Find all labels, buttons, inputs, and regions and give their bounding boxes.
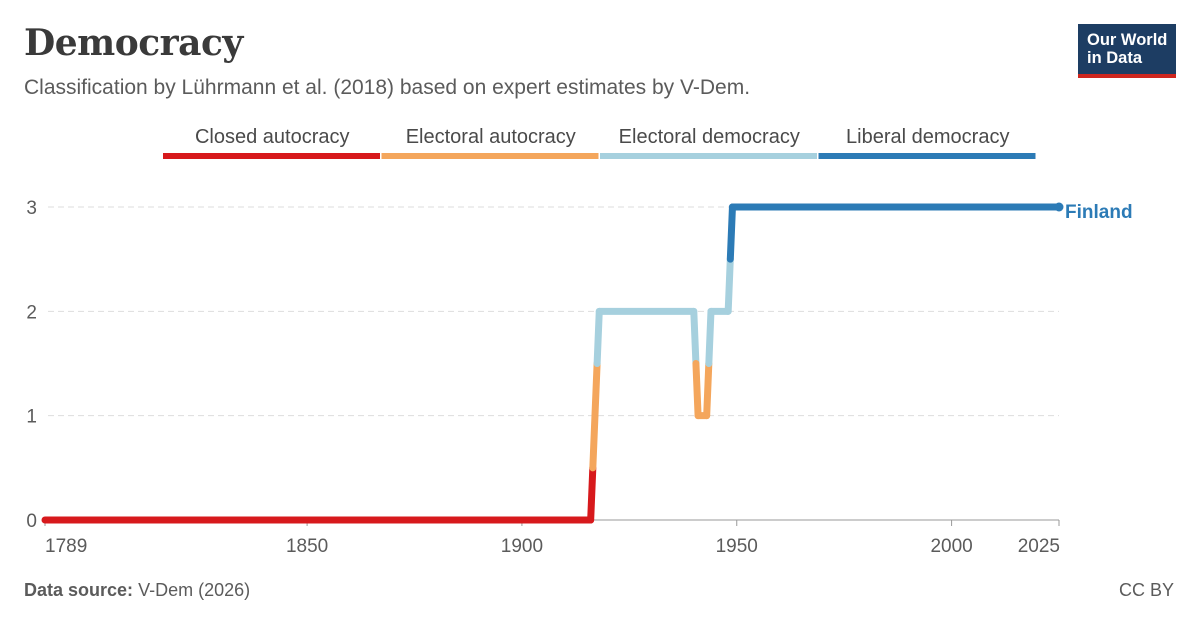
- legend-swatch: [600, 153, 817, 159]
- series-segment: [692, 360, 702, 420]
- legend-label: Electoral autocracy: [406, 126, 576, 148]
- series-segment: [724, 255, 734, 315]
- series-segment: [690, 307, 700, 367]
- x-tick-label: 1850: [286, 536, 328, 557]
- license[interactable]: CC BY: [1118, 580, 1174, 600]
- logo-line-2: in Data: [1087, 49, 1143, 67]
- series-segment: [593, 307, 603, 367]
- legend-label: Electoral democracy: [619, 126, 800, 148]
- x-tick-label: 1789: [45, 536, 87, 557]
- series-segment: [726, 203, 736, 263]
- series-segment: [705, 307, 715, 367]
- series-segment: [703, 360, 713, 420]
- x-tick-label: 1950: [716, 536, 758, 557]
- series-segment: [591, 360, 601, 420]
- legend-swatch: [163, 153, 380, 159]
- data-source-label: Data source:: [24, 580, 134, 600]
- chart-subtitle: Classification by Lührmann et al. (2018)…: [24, 76, 751, 99]
- chart-title: Democracy: [24, 22, 243, 64]
- x-tick-label: 1900: [501, 536, 543, 557]
- data-source: Data source: V-Dem (2026): [24, 580, 250, 601]
- x-tick-label: 2025: [1018, 536, 1060, 557]
- data-source-value[interactable]: V-Dem (2026): [138, 580, 251, 600]
- series-end-point: [1054, 202, 1064, 212]
- y-tick-label: 2: [26, 302, 37, 323]
- x-tick-label: 2000: [930, 536, 972, 557]
- legend-swatch: [818, 153, 1036, 159]
- y-tick-label: 3: [26, 198, 37, 219]
- y-tick-label: 1: [26, 407, 37, 428]
- series-label: Finland: [1065, 202, 1133, 223]
- y-tick-label: 0: [26, 511, 37, 532]
- owid-logo[interactable]: Our World in Data: [1078, 24, 1176, 78]
- legend-swatch: [381, 153, 599, 159]
- legend-label: Closed autocracy: [195, 126, 350, 148]
- series-segment: [589, 412, 599, 472]
- legend-label: Liberal democracy: [846, 126, 1009, 148]
- logo-line-1: Our World: [1087, 31, 1168, 49]
- series-segment: [587, 464, 597, 524]
